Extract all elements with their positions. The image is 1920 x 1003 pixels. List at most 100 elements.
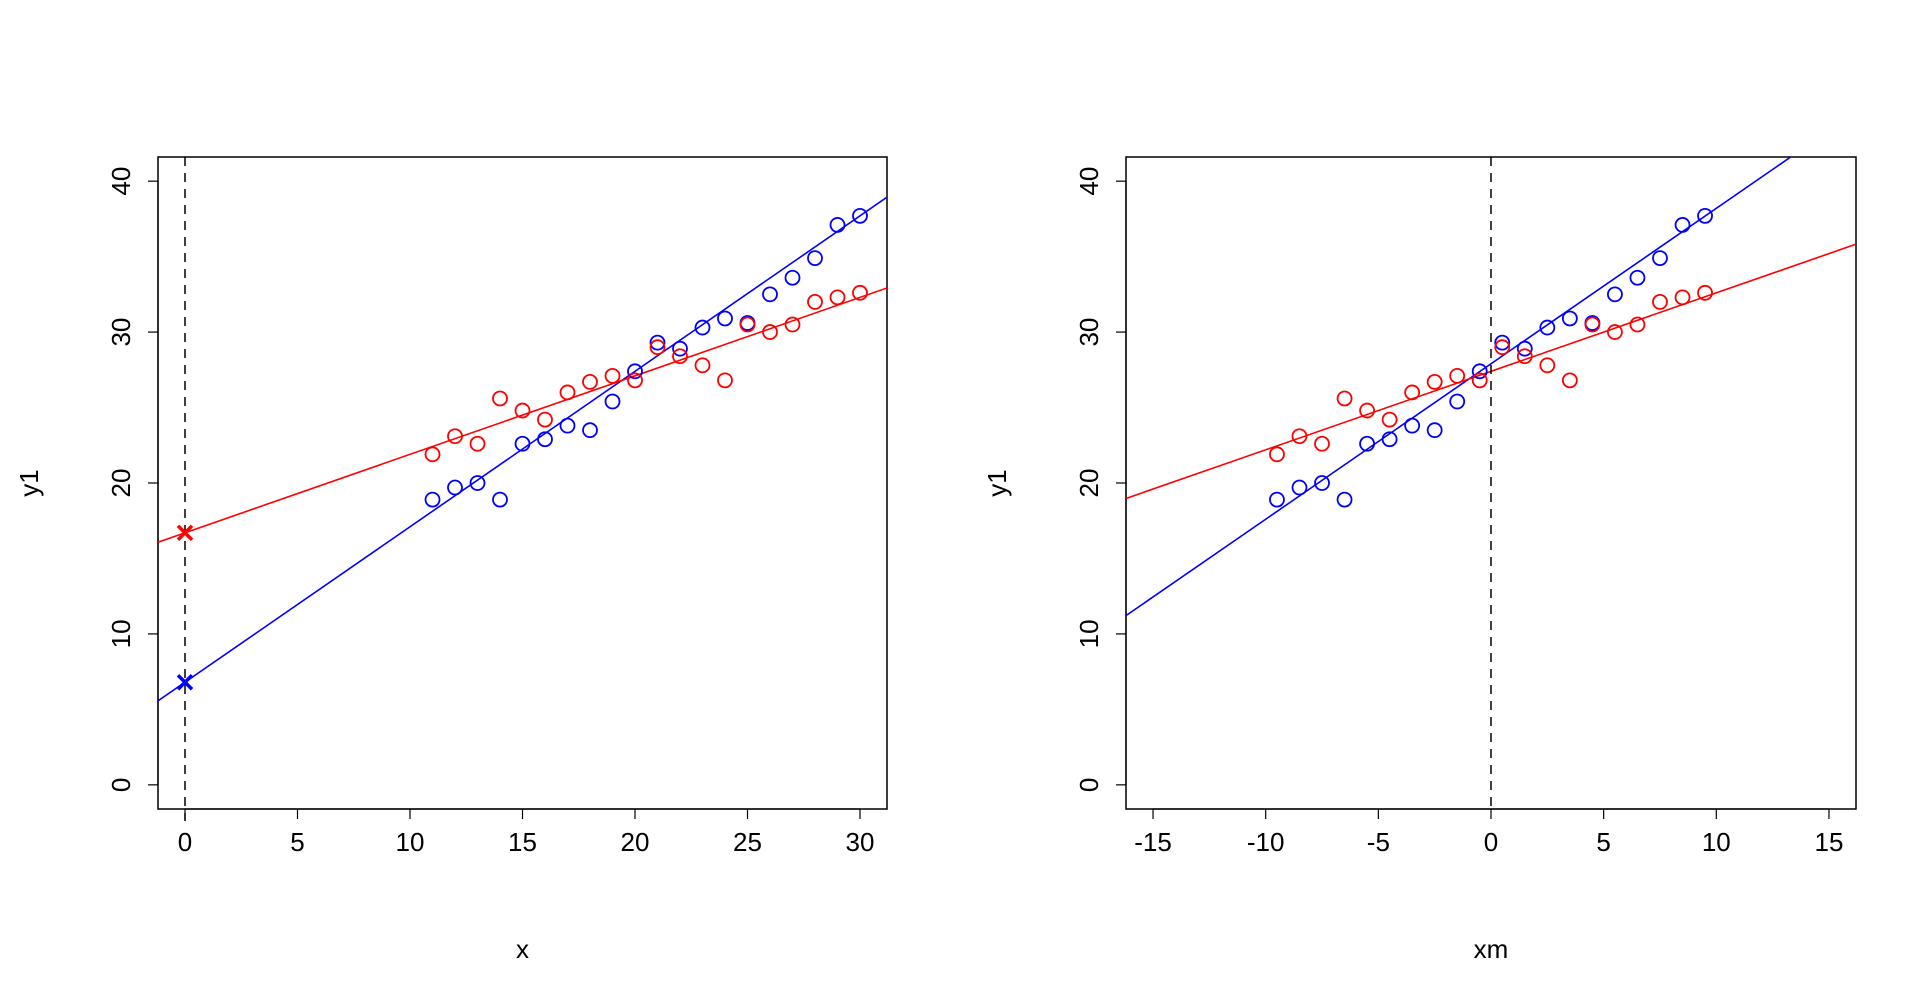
data-point [1652,250,1668,267]
data-point [424,491,441,508]
data-point [1516,340,1533,357]
red-series [1269,284,1713,463]
data-point [1359,435,1375,452]
data-point [559,417,576,434]
x-tick-label: -10 [1247,827,1285,857]
data-point [1449,393,1466,410]
data-point [762,324,778,340]
y-tick-label: 0 [1074,778,1104,792]
data-point [1697,284,1713,301]
data-point [627,372,643,389]
data-point [1494,339,1511,356]
data-point [1652,293,1668,310]
data-point [829,289,846,306]
red-fit-line [158,287,887,543]
data-point [627,363,643,380]
data-point [1449,367,1466,384]
y-tick-label: 0 [106,778,136,792]
y-tick-label: 30 [1074,318,1104,347]
data-point [717,372,733,389]
y-tick-label: 20 [106,469,136,498]
x-tick-label: -5 [1367,827,1390,857]
y-tick-label: 40 [106,167,136,196]
x-tick-label: 0 [1484,827,1498,857]
left-panel: 0 5 10 15 20 25 30 x 0 10 20 30 40 y1 [14,156,888,964]
x-tick-label: 0 [178,827,192,857]
data-point [1336,491,1353,508]
data-point [424,446,441,463]
data-point [1539,357,1556,374]
data-point [1561,310,1578,327]
intercept-x-marker [176,524,194,542]
data-point [672,348,688,365]
data-point [514,402,531,419]
data-point [1674,217,1691,233]
data-point [807,250,823,267]
x-tick-label: -15 [1134,827,1172,857]
data-point [1539,319,1556,336]
data-point [762,286,778,303]
x-tick-label: 5 [290,827,304,857]
y-tick-label: 20 [1074,469,1104,498]
data-point [1291,479,1308,496]
x-axis: -15 -10 -5 0 5 10 15 xm [1134,808,1843,964]
data-point [784,316,801,333]
data-point [1426,373,1443,390]
data-point [1359,402,1375,419]
data-point [514,435,531,452]
x-tick-label: 20 [621,827,650,857]
data-point [1404,417,1421,434]
y-axis-label: y1 [14,469,44,496]
data-point [1269,446,1285,463]
data-point [1629,316,1646,333]
x-tick-label: 25 [733,827,762,857]
data-point [582,422,598,439]
y-axis: 0 10 20 30 40 y1 [14,167,159,792]
data-point [649,334,666,351]
data-point [469,435,486,452]
y-axis: 0 10 20 30 40 y1 [982,167,1127,792]
x-tick-label: 10 [396,827,425,857]
data-point [1314,475,1330,491]
data-point [1561,372,1578,389]
data-point [1584,316,1601,333]
blue-series [424,207,868,508]
data-point [469,475,486,491]
red-series [424,284,868,463]
data-point [829,217,846,233]
data-point [672,340,688,357]
data-point [559,384,576,401]
data-point [1336,390,1353,407]
data-point [1471,363,1488,380]
data-point [1494,334,1511,351]
data-point [447,479,463,496]
data-point [1674,289,1691,306]
data-point [1314,435,1330,452]
data-point [1404,384,1421,401]
y-tick-label: 10 [1074,619,1104,648]
x-axis-label: x [516,934,529,964]
blue-fit-line [1126,157,1793,617]
data-point [1629,269,1646,286]
data-point [852,284,868,301]
data-point [1269,491,1285,508]
data-point [604,367,621,384]
data-point [852,207,868,224]
x-axis: 0 5 10 15 20 25 30 x [178,808,874,964]
data-point [694,357,711,374]
y-tick-label: 10 [106,619,136,648]
data-point [649,339,666,356]
data-point [1381,431,1398,448]
plot-frame [157,156,888,810]
intercept-x-marker [176,673,194,691]
data-point [1471,372,1488,389]
data-point [1291,428,1308,445]
y-axis-label: y1 [982,469,1012,496]
y-tick-label: 40 [1074,167,1104,196]
y-tick-label: 30 [106,318,136,347]
data-point [1426,422,1443,439]
x-axis-label: xm [1474,934,1509,964]
x-tick-label: 15 [508,827,537,857]
